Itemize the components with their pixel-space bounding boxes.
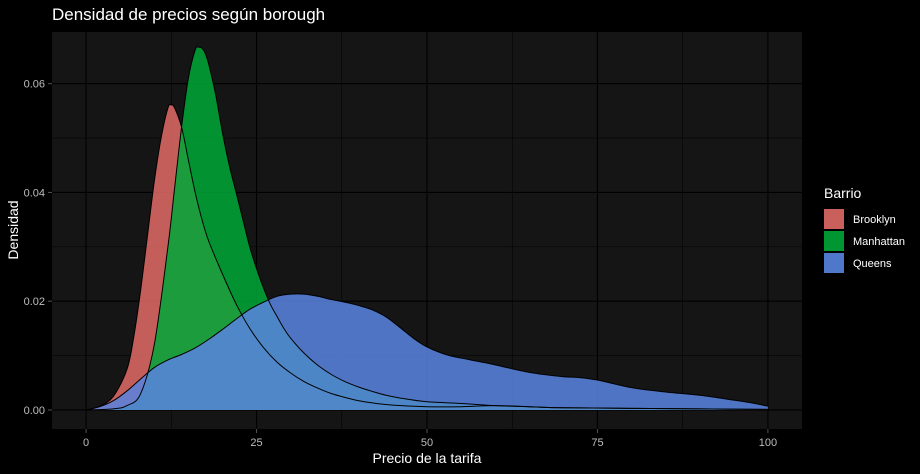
legend-label-queens: Queens: [853, 258, 892, 270]
x-tick-label: 25: [250, 437, 262, 449]
density-outline-manhattan: [86, 46, 768, 411]
y-tick-label: 0.02: [24, 296, 45, 308]
y-axis-title: Densidad: [5, 200, 21, 259]
legend-key-manhattan: [824, 231, 844, 251]
legend-key-queens: [824, 253, 844, 273]
x-tick-label: 0: [83, 437, 89, 449]
y-tick-label: 0.04: [24, 187, 45, 199]
axis-ticks: 0 25 50 75 100 0.00 0.02 0.04 0.06: [24, 79, 778, 449]
x-axis-title: Precio de la tarifa: [373, 450, 482, 466]
x-tick-label: 50: [421, 437, 433, 449]
legend-key-brooklyn: [824, 209, 844, 229]
legend: Barrio Brooklyn Manhattan Queens: [824, 185, 905, 273]
legend-title: Barrio: [824, 185, 862, 201]
density-areas: [86, 46, 768, 410]
density-area-queens: [86, 293, 768, 410]
legend-items: Brooklyn Manhattan Queens: [824, 209, 905, 273]
x-tick-label: 75: [591, 437, 603, 449]
y-tick-label: 0.06: [24, 79, 45, 91]
density-outline-brooklyn: [85, 103, 768, 411]
legend-label-brooklyn: Brooklyn: [853, 214, 896, 226]
legend-label-manhattan: Manhattan: [853, 236, 905, 248]
density-outline-queens: [85, 293, 769, 411]
x-tick-label: 100: [759, 437, 777, 449]
density-outlines: [85, 46, 769, 411]
chart-title: Densidad de precios según borough: [52, 5, 325, 24]
y-tick-label: 0.00: [24, 405, 45, 417]
